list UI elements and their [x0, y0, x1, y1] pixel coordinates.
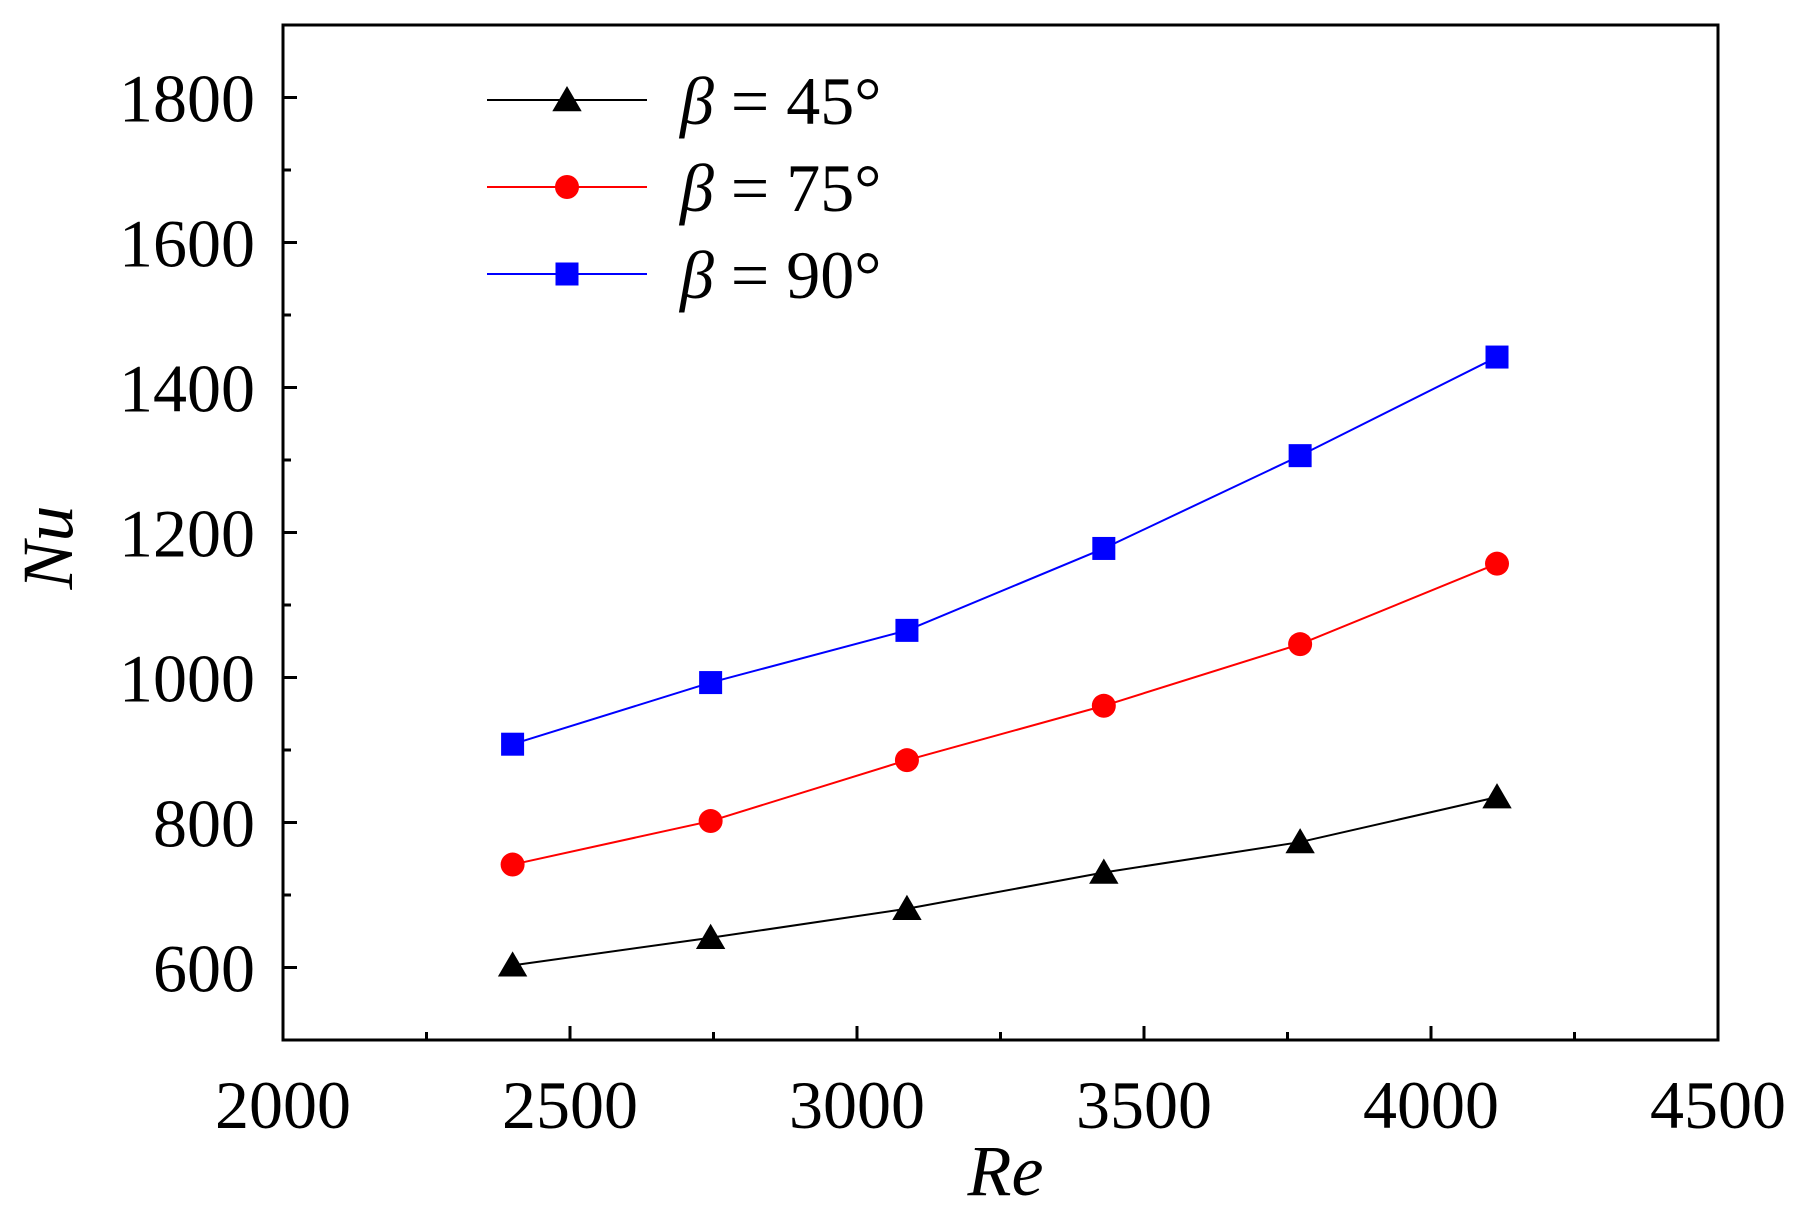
- axis-layer: 2000 2500 3000 3500 4000 4500 600 800 1000 1200 14…: [8, 23, 1786, 1211]
- y-tick-label-2: 1000: [119, 641, 255, 717]
- legend: β = 45°β = 75°β = 90°: [487, 63, 881, 313]
- legend-marker-1: [555, 175, 579, 199]
- x-tick-label-4: 4000: [1363, 1067, 1499, 1143]
- x-axis-title: Re: [967, 1131, 1044, 1211]
- legend-value-0: = 45°: [714, 63, 882, 139]
- data-point-series-0-0: [497, 951, 528, 977]
- y-tick-label-6: 1800: [119, 61, 255, 137]
- data-point-series-2-0: [501, 732, 525, 756]
- series-line-1: [512, 562, 1498, 866]
- data-point-series-1-5: [1485, 551, 1510, 576]
- data-point-series-0-2: [892, 894, 922, 920]
- series-line-0: [512, 796, 1498, 967]
- data-point-series-2-1: [699, 671, 723, 695]
- series-line-2: [512, 356, 1498, 746]
- data-point-series-1-0: [500, 852, 525, 877]
- x-tick-label-0: 2000: [215, 1067, 351, 1143]
- x-tick-label-2: 3000: [789, 1067, 925, 1143]
- plot-layer: [497, 345, 1512, 977]
- y-tick-label-3: 1200: [119, 496, 255, 572]
- data-point-series-0-1: [695, 923, 726, 949]
- data-point-series-2-3: [1092, 536, 1116, 560]
- data-point-series-2-5: [1485, 345, 1509, 369]
- data-point-series-1-2: [894, 748, 919, 773]
- legend-value-2: = 90°: [714, 237, 882, 313]
- data-point-series-0-5: [1482, 783, 1512, 809]
- x-tick-label-1: 2500: [502, 1067, 638, 1143]
- y-axis-title: Nu: [8, 505, 88, 590]
- legend-symbol-2: β: [678, 237, 714, 313]
- plot-frame: [281, 23, 1720, 1042]
- legend-symbol-0: β: [678, 63, 714, 139]
- y-tick-label-5: 1600: [119, 206, 255, 282]
- data-point-series-2-4: [1288, 444, 1312, 468]
- x-tick-label-5: 4500: [1650, 1067, 1786, 1143]
- data-point-series-1-3: [1091, 693, 1116, 718]
- legend-label-2: β = 90°: [678, 237, 881, 313]
- legend-label-1: β = 75°: [678, 150, 881, 226]
- data-point-series-2-2: [895, 618, 919, 642]
- legend-symbol-1: β: [678, 150, 714, 226]
- x-tick-label-3: 3500: [1076, 1067, 1212, 1143]
- legend-marker-2: [555, 262, 579, 286]
- data-point-series-0-3: [1089, 858, 1119, 884]
- data-point-series-1-4: [1288, 632, 1313, 657]
- y-tick-label-0: 600: [153, 931, 255, 1007]
- legend-label-0: β = 45°: [678, 63, 881, 139]
- data-point-series-1-1: [698, 809, 723, 834]
- legend-value-1: = 75°: [714, 150, 882, 226]
- data-point-series-0-4: [1285, 828, 1315, 854]
- y-tick-label-1: 800: [153, 786, 255, 862]
- legend-marker-0: [552, 86, 582, 112]
- y-tick-label-4: 1400: [119, 351, 255, 427]
